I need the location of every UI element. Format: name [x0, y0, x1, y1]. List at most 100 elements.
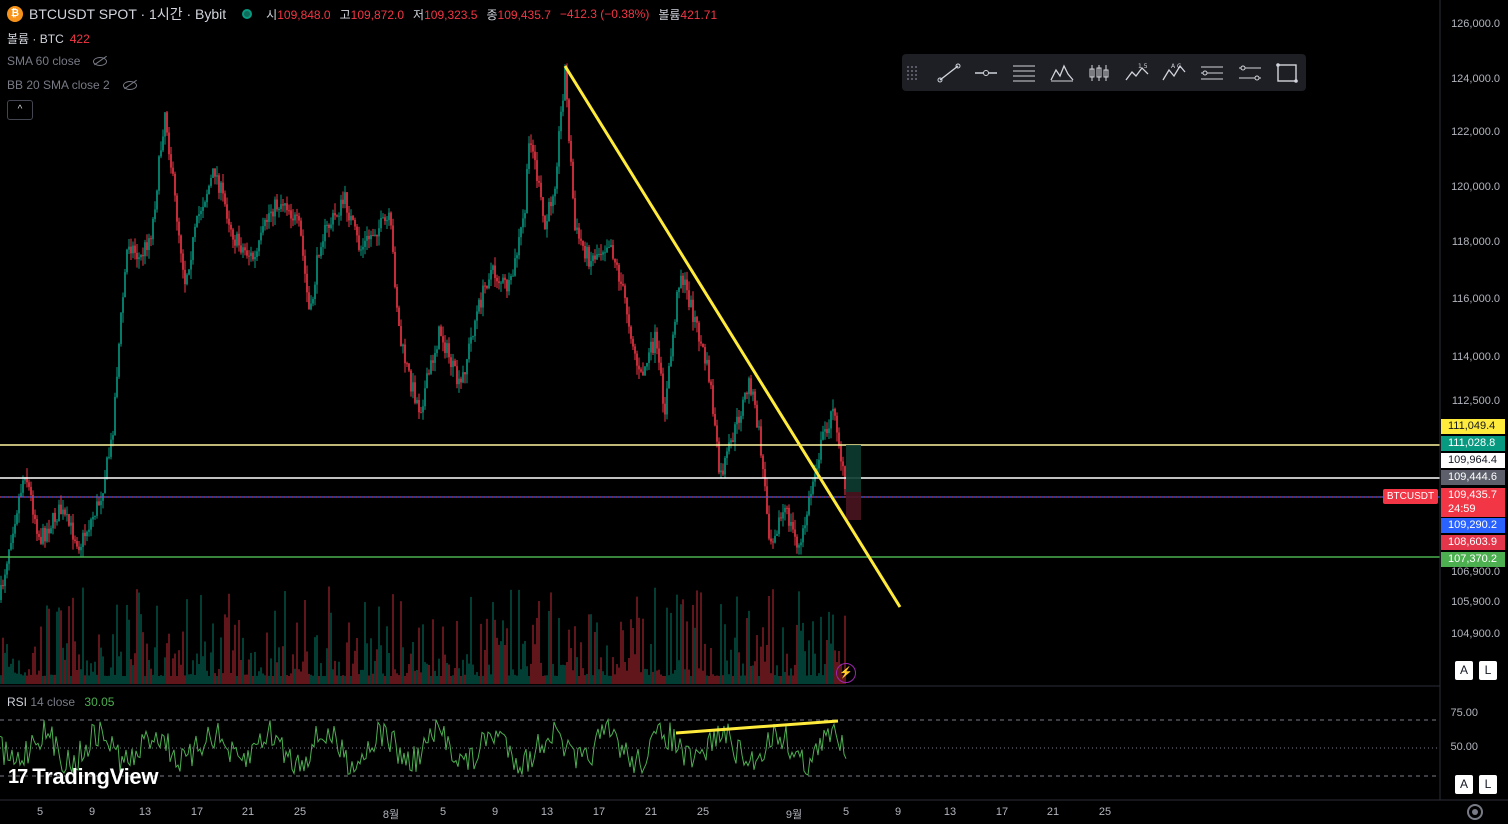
candle-body: [528, 143, 530, 170]
volume-bar: [126, 604, 128, 684]
volume-bar: [508, 675, 510, 684]
volume-bar: [442, 626, 444, 684]
volume-bar: [706, 675, 708, 684]
candle-body: [332, 213, 334, 225]
volume-bar: [112, 634, 114, 684]
volume-bar: [596, 622, 598, 684]
volume-bar: [600, 657, 602, 684]
candle-body: [660, 362, 662, 374]
candle-body: [200, 210, 202, 215]
tradingview-logo-text: TradingView: [32, 764, 159, 789]
candle-body: [606, 247, 608, 253]
eye-off-icon[interactable]: [92, 55, 108, 67]
candle-body: [276, 199, 278, 210]
rsi-legend[interactable]: RSI 14 close 30.05: [7, 695, 114, 709]
volume-bar: [130, 659, 132, 684]
bb-indicator-legend[interactable]: BB 20 SMA close 2: [7, 78, 138, 92]
candle-body: [208, 185, 210, 194]
candle-body: [790, 521, 792, 526]
candle-body: [434, 353, 436, 363]
volume-bar: [718, 675, 720, 684]
lightning-icon[interactable]: ⚡: [836, 663, 856, 683]
long-position-tool[interactable]: [1080, 58, 1118, 88]
date-range-tool[interactable]: [1193, 58, 1231, 88]
candle-body: [358, 235, 360, 250]
volume-bar: [76, 670, 78, 684]
log-scale-button[interactable]: L: [1479, 661, 1497, 680]
symbol-legend[interactable]: ₿ BTCUSDT SPOT · 1시간 · Bybit 시109,848.0 …: [7, 4, 720, 24]
volume-bar: [226, 617, 228, 684]
pattern-tool[interactable]: [1043, 58, 1081, 88]
tradingview-logo[interactable]: 17 TradingView: [8, 764, 158, 790]
candle-body: [192, 237, 194, 260]
collapse-legend-button[interactable]: ^: [7, 100, 33, 120]
volume-bar: [248, 659, 250, 684]
volume-bar: [488, 664, 490, 684]
volume-bar: [138, 592, 140, 684]
candle-body: [786, 507, 788, 509]
price-tag-stop-loss: 108,603.9: [1441, 535, 1505, 550]
volume-bar: [110, 667, 112, 684]
elliott-wave-tool[interactable]: 1 5: [1118, 58, 1156, 88]
volume-bar: [198, 664, 200, 684]
horizontal-ray-tool[interactable]: [967, 58, 1005, 88]
settings-icon[interactable]: [1467, 804, 1483, 820]
fib-retracement-tool[interactable]: [1005, 58, 1043, 88]
volume-indicator-label: 볼륨 · BTC: [7, 32, 64, 46]
volume-bar: [574, 626, 576, 684]
abcd-pattern-tool[interactable]: A C: [1156, 58, 1194, 88]
volume-bar: [232, 650, 234, 684]
volume-bar: [620, 621, 622, 684]
rsi-log-scale-button[interactable]: L: [1479, 775, 1497, 794]
candle-body: [322, 241, 324, 248]
candle-body: [680, 275, 682, 288]
candle-body: [226, 204, 228, 219]
auto-scale-button[interactable]: A: [1455, 661, 1473, 680]
volume-bar: [768, 595, 770, 684]
candle-body: [464, 372, 466, 375]
candle-body: [198, 214, 200, 216]
candle-body: [74, 539, 76, 542]
symbol-title[interactable]: BTCUSDT SPOT · 1시간 · Bybit: [29, 6, 227, 22]
candle-body: [440, 326, 442, 337]
rsi-auto-scale-button[interactable]: A: [1455, 775, 1473, 794]
volume-bar: [244, 674, 246, 684]
volume-bar: [752, 665, 754, 684]
candle-body: [782, 512, 784, 519]
drag-handle-icon[interactable]: [906, 64, 918, 81]
candle-body: [476, 311, 478, 321]
volume-indicator-legend[interactable]: 볼륨 · BTC 422: [7, 30, 90, 47]
candle-body: [484, 285, 486, 287]
volume-bar: [288, 675, 290, 684]
volume-bar: [218, 668, 220, 684]
rectangle-tool[interactable]: [1268, 58, 1306, 88]
volume-bar: [220, 637, 222, 684]
time-tick: 17: [592, 806, 606, 818]
volume-bar: [316, 635, 318, 684]
rsi-line: [0, 717, 847, 776]
volume-bar: [754, 661, 756, 684]
eye-off-icon[interactable]: [122, 79, 138, 91]
volume-bar: [160, 675, 162, 684]
volume-bar: [638, 617, 640, 684]
volume-bar: [246, 674, 248, 684]
candle-body: [368, 235, 370, 240]
volume-bar: [60, 610, 62, 684]
volume-bar: [604, 675, 606, 684]
sma-indicator-legend[interactable]: SMA 60 close: [7, 54, 108, 68]
volume-bar: [698, 668, 700, 684]
price-range-tool[interactable]: [1231, 58, 1269, 88]
candle-body: [158, 156, 160, 191]
trend-line-tool[interactable]: [930, 58, 968, 88]
volume-bar: [124, 676, 126, 684]
volume-bar: [308, 673, 310, 684]
volume-bar: [72, 597, 74, 684]
candle-body: [0, 585, 2, 600]
candle-body: [78, 546, 80, 551]
candle-body: [6, 563, 8, 575]
volume-bar: [22, 675, 24, 684]
candle-body: [498, 281, 500, 284]
volume-bar: [704, 643, 706, 684]
price-tick: 104,900.0: [1451, 628, 1500, 640]
